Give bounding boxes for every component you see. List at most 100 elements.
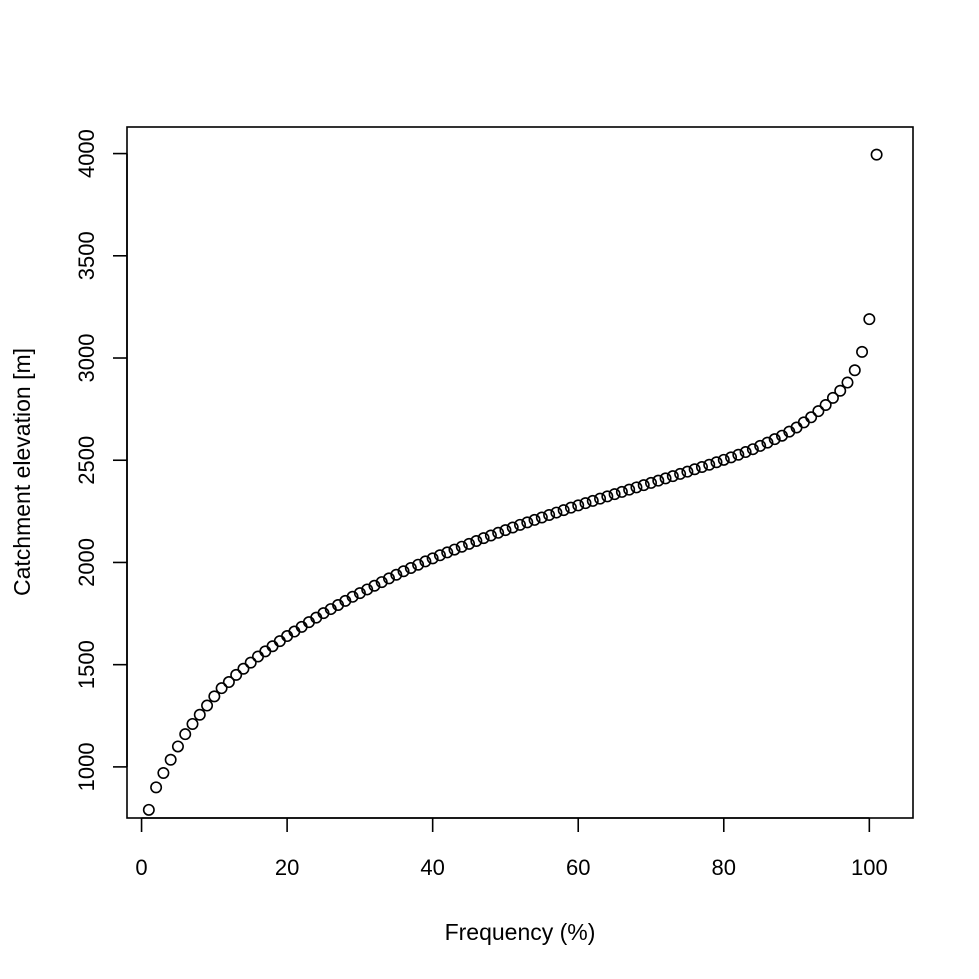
data-point xyxy=(870,148,883,161)
x-tick-label: 20 xyxy=(275,855,299,880)
data-point xyxy=(244,656,257,669)
data-point xyxy=(506,521,519,534)
data-point xyxy=(179,728,192,741)
x-tick-label: 80 xyxy=(712,855,736,880)
y-tick-label: 3000 xyxy=(74,334,99,383)
data-point xyxy=(412,558,425,571)
data-point xyxy=(368,579,381,592)
data-point xyxy=(463,537,476,550)
data-point xyxy=(841,376,854,389)
data-point xyxy=(834,384,847,397)
data-point xyxy=(666,470,679,483)
data-point xyxy=(477,532,490,545)
data-point xyxy=(353,587,366,600)
data-point xyxy=(644,476,657,489)
data-point xyxy=(717,453,730,466)
y-tick-label: 4000 xyxy=(74,129,99,178)
x-tick-label: 60 xyxy=(566,855,590,880)
data-point xyxy=(630,481,643,494)
data-point xyxy=(543,509,556,522)
x-axis: 0 20 40 60 80 100 xyxy=(135,817,888,880)
y-axis-label: Catchment elevation [m] xyxy=(9,348,35,596)
x-axis-label: Frequency (%) xyxy=(445,919,596,945)
data-point xyxy=(521,516,534,529)
data-point xyxy=(426,552,439,565)
data-point xyxy=(441,546,454,559)
data-point xyxy=(157,767,170,780)
data-point xyxy=(812,405,825,418)
x-tick-label: 40 xyxy=(420,855,444,880)
data-point xyxy=(572,499,585,512)
data-point xyxy=(193,708,206,721)
data-point xyxy=(688,463,701,476)
data-point xyxy=(164,753,177,766)
data-point xyxy=(863,313,876,326)
data-point xyxy=(703,458,716,471)
data-point xyxy=(681,465,694,478)
data-point xyxy=(637,479,650,492)
data-point xyxy=(433,549,446,562)
data-point xyxy=(397,565,410,578)
data-point xyxy=(601,490,614,503)
data-point xyxy=(710,456,723,469)
data-point xyxy=(215,682,228,695)
data-point xyxy=(470,534,483,547)
x-tick-label: 100 xyxy=(851,855,888,880)
data-point xyxy=(746,443,759,456)
data-point xyxy=(375,576,388,589)
data-point xyxy=(390,568,403,581)
data-point xyxy=(455,540,468,553)
data-point xyxy=(819,399,832,412)
data-point xyxy=(615,485,628,498)
data-point xyxy=(826,391,839,404)
data-point xyxy=(848,364,861,377)
data-point xyxy=(768,433,781,446)
data-point xyxy=(579,497,592,510)
data-point xyxy=(761,436,774,449)
y-tick-label: 1000 xyxy=(74,742,99,791)
data-point xyxy=(674,467,687,480)
data-point xyxy=(608,488,621,501)
data-point xyxy=(208,690,221,703)
data-point xyxy=(513,518,526,531)
y-tick-label: 2500 xyxy=(74,436,99,485)
data-point xyxy=(361,583,374,596)
data-point xyxy=(142,803,155,816)
y-axis: 1000 1500 2000 2500 3000 3500 4000 xyxy=(74,129,128,791)
data-point xyxy=(732,448,745,461)
data-point xyxy=(346,590,359,603)
data-point xyxy=(754,439,767,452)
y-tick-label: 2000 xyxy=(74,538,99,587)
data-point xyxy=(586,494,599,507)
data-point xyxy=(484,529,497,542)
data-point xyxy=(805,411,818,424)
data-point xyxy=(695,460,708,473)
data-point xyxy=(623,483,636,496)
data-points xyxy=(142,148,883,816)
data-point xyxy=(499,524,512,537)
data-point xyxy=(237,662,250,675)
data-point xyxy=(557,504,570,517)
data-point xyxy=(404,561,417,574)
data-point xyxy=(739,446,752,459)
data-point xyxy=(186,717,199,730)
data-point xyxy=(535,511,548,524)
data-point xyxy=(652,474,665,487)
x-tick-label: 0 xyxy=(135,855,147,880)
data-point xyxy=(382,572,395,585)
data-point xyxy=(150,781,163,794)
data-point xyxy=(222,676,235,689)
data-point xyxy=(201,699,214,712)
data-point xyxy=(448,543,461,556)
data-point xyxy=(594,492,607,505)
data-point xyxy=(659,472,672,485)
data-point xyxy=(725,451,738,464)
data-point xyxy=(230,668,243,681)
data-point xyxy=(171,740,184,753)
data-point xyxy=(419,555,432,568)
y-tick-label: 1500 xyxy=(74,640,99,689)
data-point xyxy=(492,526,505,539)
data-point xyxy=(856,345,869,358)
